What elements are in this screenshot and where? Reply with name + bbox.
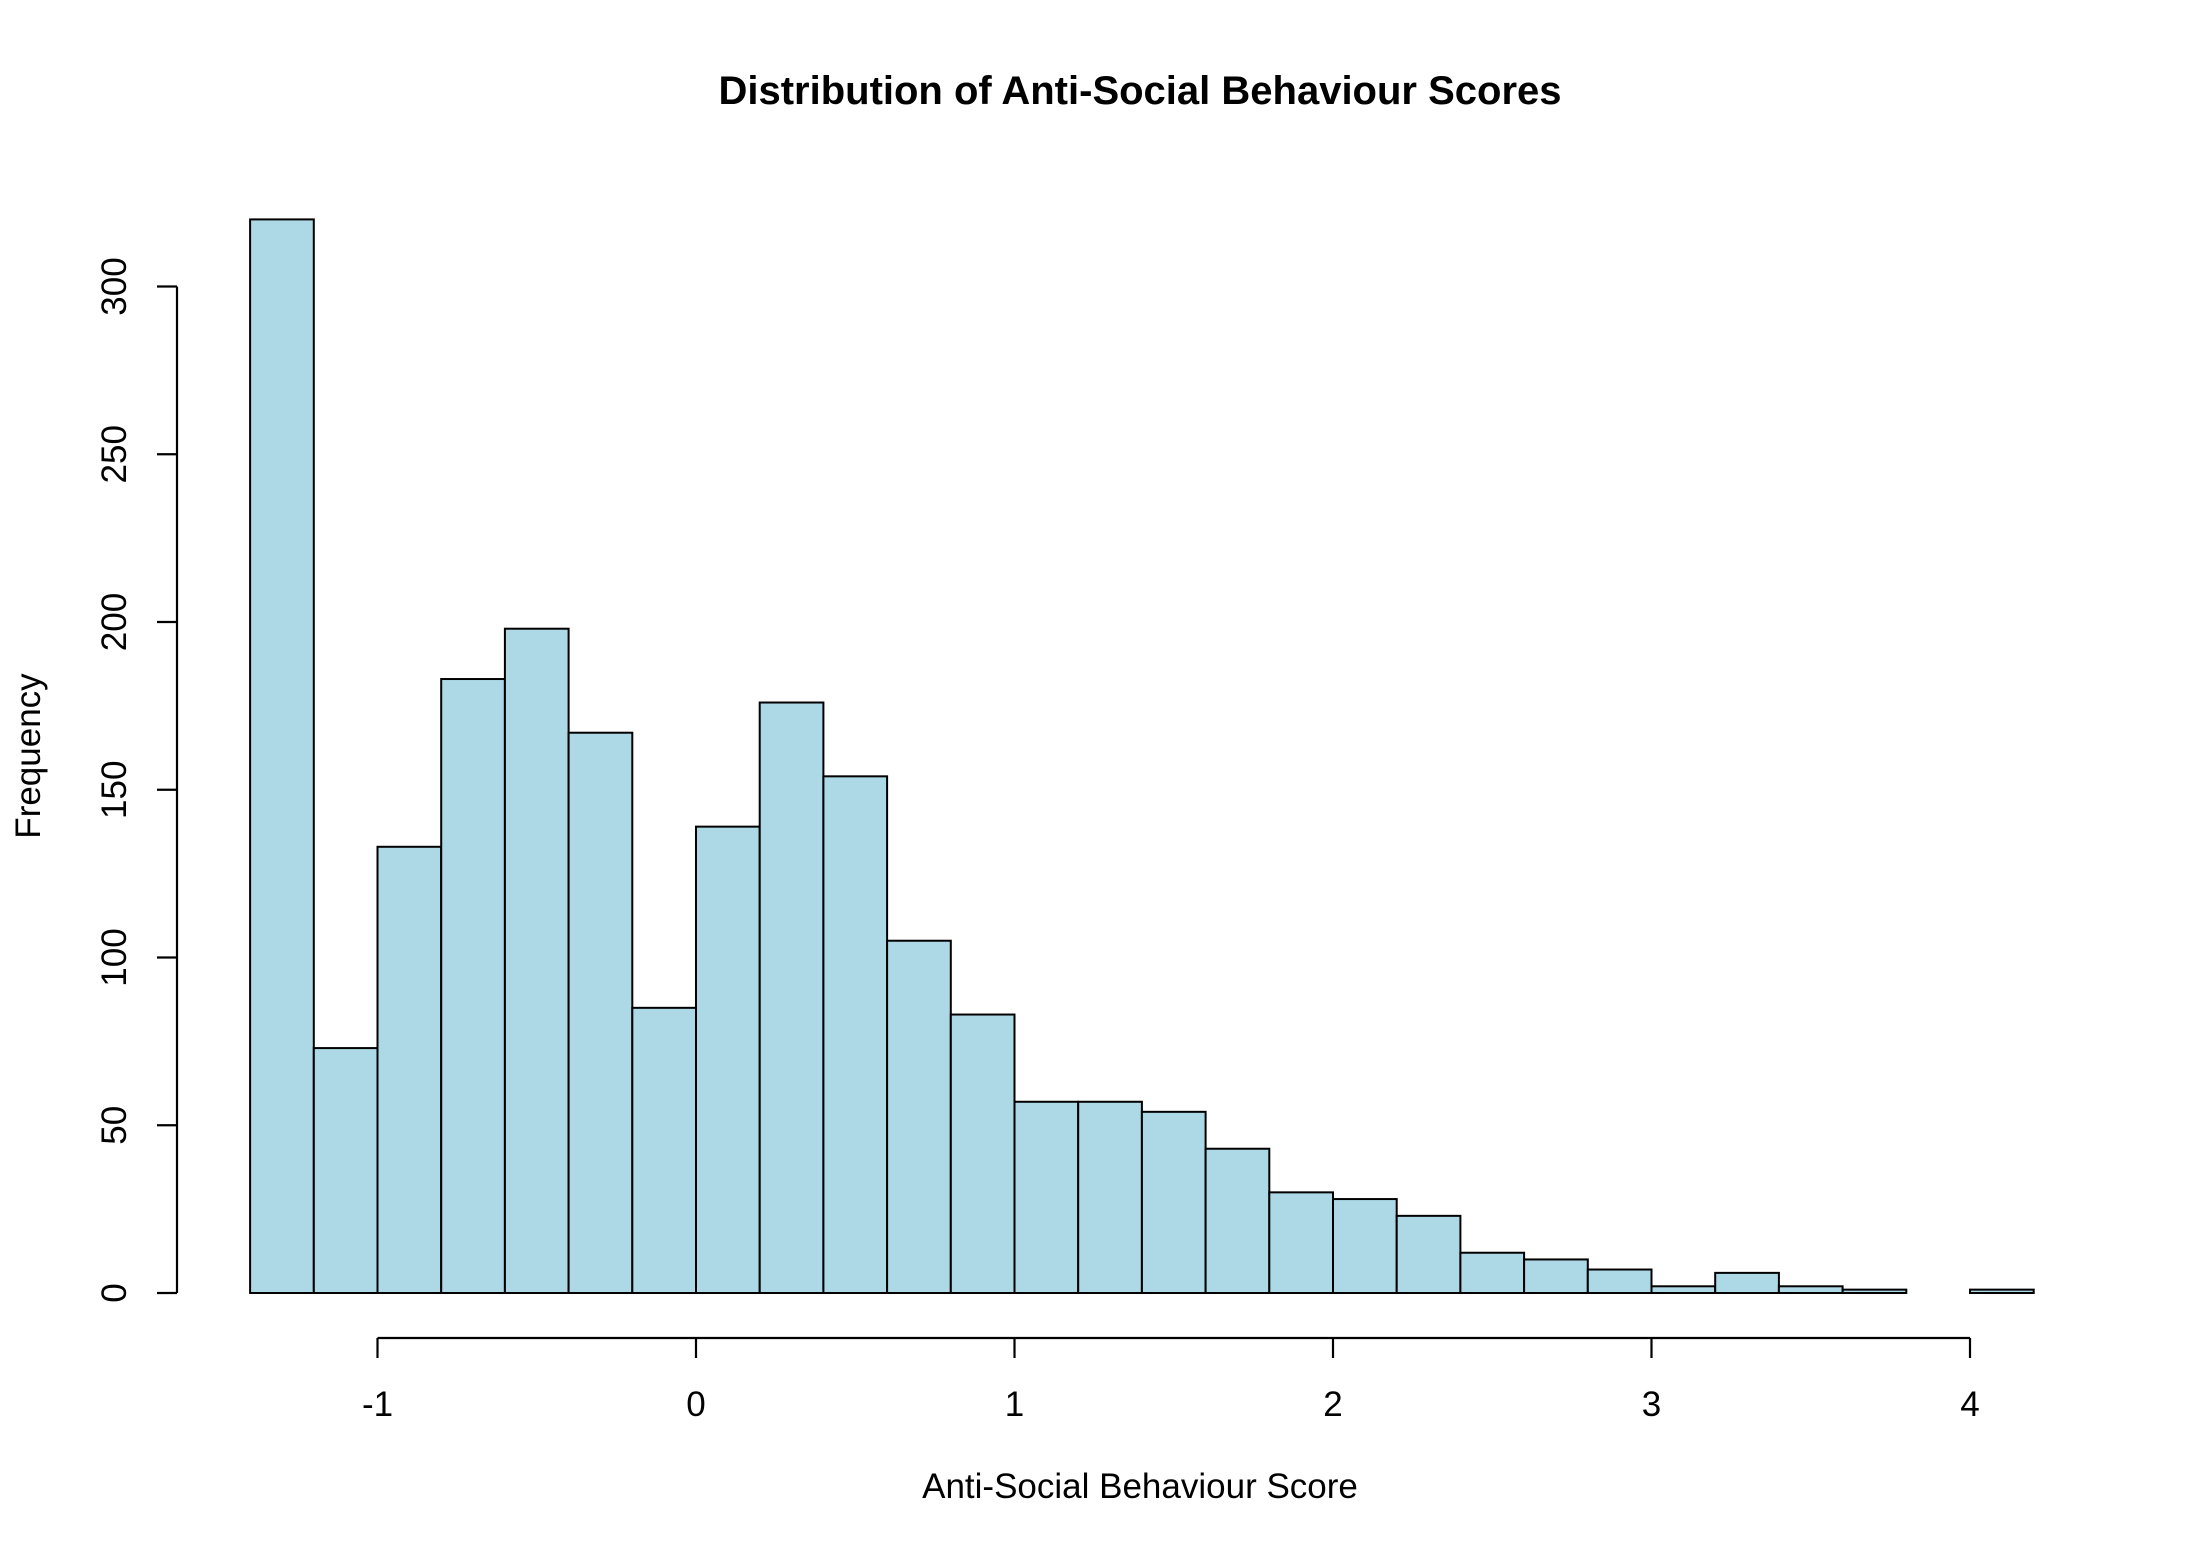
histogram-bar-7: [695, 825, 761, 1295]
bars-group: [249, 218, 2035, 1295]
y-tick-label-300: 300: [95, 257, 134, 315]
histogram-bar-11: [949, 1013, 1016, 1294]
histogram-bar-15: [1204, 1147, 1271, 1294]
histogram-bar-8: [758, 701, 825, 1294]
y-tick-label-250: 250: [95, 425, 134, 483]
histogram-bar-27: [1969, 1288, 2035, 1295]
histogram-bar-20: [1523, 1258, 1589, 1294]
histogram-bar-25: [1841, 1288, 1908, 1295]
x-tick-label-3: 3: [1642, 1385, 1661, 1424]
y-tick-label-150: 150: [95, 761, 134, 819]
histogram-bar-2: [376, 845, 443, 1294]
histogram-bar-19: [1459, 1251, 1526, 1294]
histogram-bar-18: [1395, 1214, 1462, 1294]
y-axis-label: Frequency: [9, 673, 48, 839]
x-axis-label: Anti-Social Behaviour Score: [922, 1467, 1358, 1506]
histogram-bar-0: [249, 218, 315, 1294]
histogram-bar-5: [567, 731, 634, 1294]
histogram-bar-17: [1332, 1198, 1398, 1295]
y-tick-label-0: 0: [95, 1283, 134, 1302]
histogram-bar-16: [1268, 1191, 1335, 1294]
x-tick-label--1: -1: [362, 1385, 393, 1424]
histogram-bar-1: [312, 1047, 379, 1294]
histogram-bar-9: [822, 775, 889, 1294]
histogram-bar-13: [1077, 1100, 1143, 1295]
y-axis: 0 50 100 150 200 250 300: [95, 257, 179, 1303]
histogram-bar-21: [1586, 1268, 1653, 1295]
histogram-bar-3: [440, 678, 506, 1294]
y-tick-label-200: 200: [95, 593, 134, 651]
chart-title: Distribution of Anti-Social Behaviour Sc…: [718, 69, 1561, 113]
x-tick-label-1: 1: [1005, 1385, 1024, 1424]
histogram-bar-22: [1650, 1285, 1717, 1295]
histogram-bar-10: [886, 939, 952, 1294]
histogram-bar-6: [631, 1006, 697, 1295]
histogram-bar-4: [503, 627, 570, 1294]
histogram-bar-14: [1140, 1110, 1207, 1294]
histogram-bar-24: [1777, 1285, 1844, 1295]
x-tick-label-2: 2: [1323, 1385, 1342, 1424]
y-tick-label-50: 50: [95, 1106, 134, 1145]
histogram-bar-23: [1714, 1271, 1780, 1294]
x-axis: -1 0 1 2 3 4: [362, 1336, 1980, 1424]
histogram-bar-12: [1013, 1100, 1080, 1295]
x-tick-label-4: 4: [1960, 1385, 1979, 1424]
y-tick-label-100: 100: [95, 928, 134, 986]
x-tick-label-0: 0: [686, 1385, 705, 1424]
